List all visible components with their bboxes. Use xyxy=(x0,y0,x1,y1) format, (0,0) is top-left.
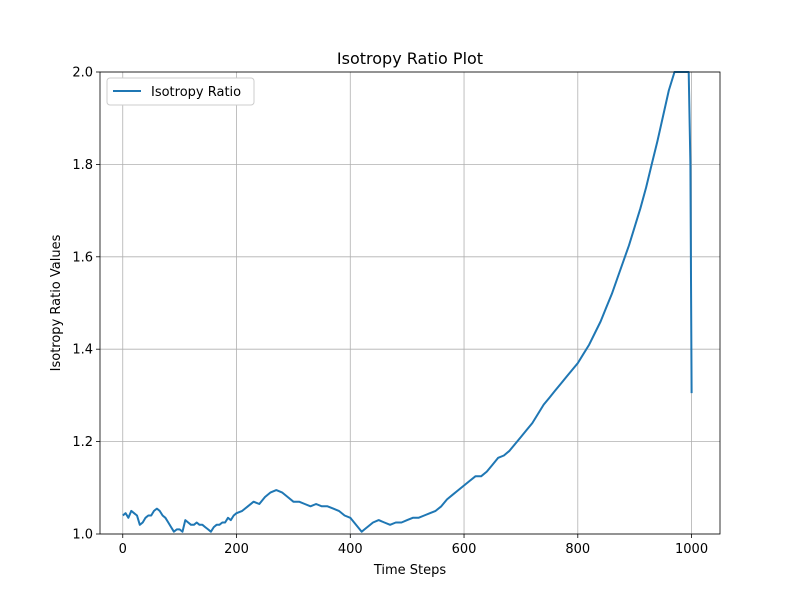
y-axis-label: Isotropy Ratio Values xyxy=(49,234,64,371)
y-tick-label: 1.6 xyxy=(72,250,93,265)
x-tick-label: 800 xyxy=(565,542,590,557)
legend: Isotropy Ratio xyxy=(106,77,255,106)
plot-area xyxy=(100,72,720,534)
x-tick-label: 0 xyxy=(119,542,127,557)
series-layer xyxy=(122,71,693,533)
chart-title: Isotropy Ratio Plot xyxy=(337,49,483,68)
y-tick-label: 1.8 xyxy=(72,158,93,173)
legend-box xyxy=(106,77,255,106)
x-axis-label: Time Steps xyxy=(373,563,447,578)
y-axis-ticks: 1.0 1.2 1.4 1.6 1.8 2.0 xyxy=(72,66,100,543)
x-axis-ticks: 0 200 400 600 800 1000 xyxy=(119,534,708,557)
y-tick-label: 1.0 xyxy=(72,528,93,543)
plot-frame xyxy=(99,71,721,535)
y-tick-label: 1.2 xyxy=(72,435,93,450)
series-line xyxy=(122,71,693,533)
x-tick-label: 200 xyxy=(224,542,249,557)
y-tick-label: 1.4 xyxy=(72,343,93,358)
x-tick-label: 1000 xyxy=(675,542,708,557)
y-tick-label: 2.0 xyxy=(72,66,93,81)
legend-label: Isotropy Ratio xyxy=(151,85,241,100)
x-tick-label: 600 xyxy=(452,542,477,557)
grid xyxy=(100,71,720,535)
x-tick-label: 400 xyxy=(338,542,363,557)
